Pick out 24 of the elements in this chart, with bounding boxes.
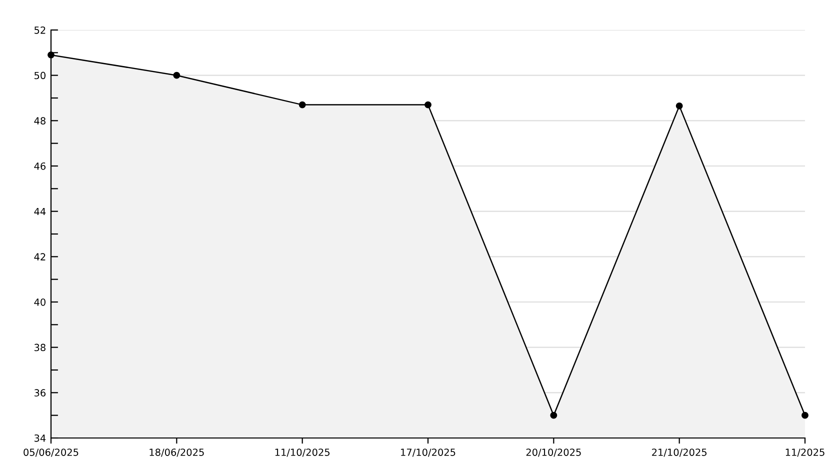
x-tick-label: 17/10/2025 xyxy=(401,448,456,457)
x-tick-label: 05/06/2025 xyxy=(24,448,78,457)
x-tick-label: 20/10/2025 xyxy=(526,448,581,457)
y-tick-label: 52 xyxy=(34,26,46,34)
x-tick-label: 18/06/2025 xyxy=(150,448,204,457)
y-tick-label: 36 xyxy=(34,389,46,396)
x-tick-label: 11/2025 xyxy=(786,448,824,457)
y-tick-label: 38 xyxy=(34,344,46,352)
point xyxy=(802,412,808,419)
point xyxy=(173,72,180,79)
point xyxy=(48,51,54,58)
point xyxy=(676,102,683,110)
x-tick-label: 21/10/2025 xyxy=(652,448,706,457)
point xyxy=(424,101,432,108)
point xyxy=(298,101,306,108)
y-tick-label: 48 xyxy=(34,117,46,124)
y-tick-label: 40 xyxy=(34,298,46,306)
point xyxy=(550,412,558,419)
y-tick-label: 50 xyxy=(34,72,46,80)
x-tick-label: 11/10/2025 xyxy=(275,448,330,457)
y-tick-label: 44 xyxy=(34,208,46,216)
y-tick-label: 42 xyxy=(34,253,46,260)
y-tick-label: 34 xyxy=(34,434,46,442)
y-tick-label: 46 xyxy=(34,162,46,170)
